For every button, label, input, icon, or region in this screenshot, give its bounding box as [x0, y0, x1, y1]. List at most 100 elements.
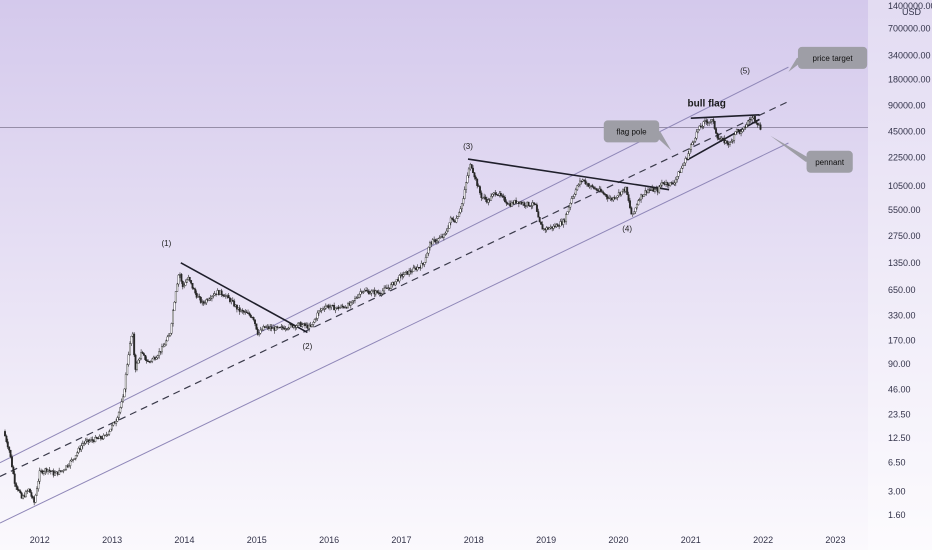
candle-body: [749, 119, 752, 121]
candle-body: [358, 294, 361, 298]
candle-body: [730, 141, 733, 143]
candle-body: [347, 303, 349, 309]
candle-body: [295, 325, 298, 328]
candle-body: [274, 326, 277, 331]
y-tick-label: 340000.00: [888, 51, 931, 61]
candle-body: [13, 473, 16, 484]
candle-body: [565, 214, 568, 223]
x-tick-label: 2014: [174, 535, 194, 545]
candle-body: [697, 129, 699, 133]
candle-body: [729, 142, 731, 145]
candle-body: [444, 232, 447, 235]
candle-body: [297, 322, 299, 326]
candle-body: [691, 142, 694, 145]
candle-body: [138, 358, 141, 361]
candle-body: [69, 460, 72, 466]
candle-body: [495, 193, 498, 196]
candle-body: [698, 125, 701, 130]
candle-body: [602, 192, 605, 195]
candle-body: [38, 470, 41, 482]
candle-body: [115, 420, 118, 424]
candle-body: [708, 121, 711, 124]
candle-body: [705, 120, 708, 123]
candle-body: [249, 314, 252, 318]
candle-body: [574, 189, 577, 195]
candle-body: [15, 483, 18, 487]
callout-text: price target: [813, 54, 854, 63]
candle-body: [310, 324, 313, 327]
x-tick-label: 2022: [753, 535, 773, 545]
candle-body: [259, 329, 262, 334]
candle-body: [606, 196, 609, 199]
candle-body: [630, 207, 633, 215]
y-tick-label: 46.00: [888, 384, 911, 394]
candle-body: [19, 490, 22, 494]
candle-body: [465, 182, 468, 190]
candle-body: [472, 167, 474, 173]
candle-body: [680, 168, 683, 173]
candle-body: [631, 213, 634, 215]
candle-body: [176, 283, 179, 292]
wave-label: (5): [740, 67, 750, 76]
candle-body: [595, 188, 598, 191]
candle-body: [410, 271, 413, 273]
candle-body: [673, 182, 676, 185]
candle-body: [235, 304, 238, 310]
candle-body: [88, 440, 91, 442]
candle-body: [127, 354, 130, 365]
candle-body: [6, 441, 9, 448]
candle-body: [583, 179, 586, 181]
callout-box: [806, 150, 853, 173]
candle-body: [37, 481, 40, 489]
y-tick-label: 1350.00: [888, 258, 921, 268]
candle-body: [202, 301, 205, 304]
candle-body: [709, 121, 712, 123]
candle-body: [687, 153, 690, 160]
candle-body: [447, 228, 449, 232]
candle-body: [535, 204, 538, 212]
currency-label: USD: [902, 7, 922, 17]
wave-label: (3): [463, 142, 473, 151]
candle-body: [160, 346, 163, 353]
candle-body: [747, 120, 749, 125]
candle-body: [260, 329, 263, 331]
candle-body: [599, 188, 602, 192]
candle-body: [452, 219, 455, 222]
candle-body: [716, 133, 719, 139]
candle-body: [733, 134, 736, 141]
candle-body: [558, 225, 561, 228]
candle-body: [745, 124, 748, 128]
candle-body: [379, 292, 381, 295]
candle-body: [537, 211, 540, 218]
candle-body: [477, 185, 480, 187]
candle-body: [174, 291, 177, 303]
callout-pointer: [770, 135, 816, 162]
candle-body: [681, 165, 684, 169]
candle-body: [42, 471, 45, 474]
candle-body: [701, 126, 704, 128]
trend-line: [690, 114, 760, 119]
candle-body: [231, 300, 234, 302]
candle-body: [451, 217, 454, 220]
candle-body: [124, 374, 127, 390]
candle-body: [151, 358, 154, 362]
candle-body: [562, 219, 565, 225]
candle-body: [402, 274, 405, 277]
candle-body: [369, 292, 372, 295]
candle-body: [502, 195, 505, 198]
candle-body: [429, 242, 431, 248]
candle-body: [262, 326, 265, 331]
candle-body: [144, 354, 147, 360]
candle-body: [354, 298, 356, 301]
candle-body: [359, 291, 362, 295]
wave-label: (2): [303, 342, 313, 351]
candle-body: [58, 470, 61, 475]
candle-body: [634, 207, 637, 213]
candle-body: [494, 192, 497, 195]
candle-body: [316, 312, 319, 319]
candle-body: [72, 459, 75, 461]
candle-body: [24, 491, 27, 498]
candle-body: [604, 193, 606, 195]
